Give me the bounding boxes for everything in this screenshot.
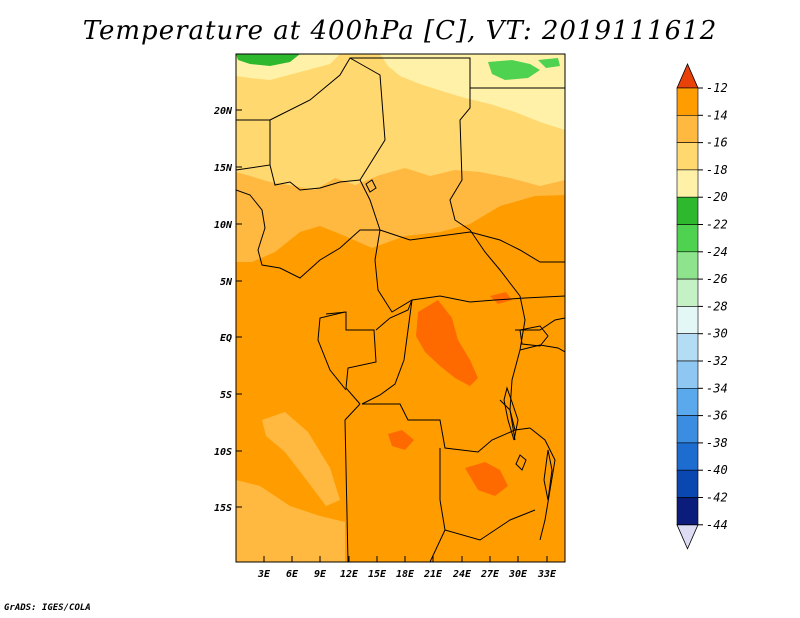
colorbar-label: -40 bbox=[706, 463, 728, 477]
colorbar-label: -30 bbox=[706, 327, 728, 341]
lake-outlines bbox=[365, 179, 553, 501]
colorbar-box bbox=[676, 333, 699, 362]
colorbar-label: -20 bbox=[706, 190, 728, 204]
lon-label: 33E bbox=[537, 569, 557, 580]
colorbar-box bbox=[676, 469, 699, 498]
colorbar-label: -26 bbox=[706, 272, 728, 286]
lake-malawi bbox=[543, 449, 553, 501]
colorbar-box bbox=[676, 196, 699, 225]
country-boundaries bbox=[236, 57, 565, 562]
colorbar: -12 -14 -16 -18 -20 -22 -24 -26 -28 -30 -32 -34 -36 -… bbox=[676, 63, 728, 550]
axis-ticks bbox=[236, 109, 548, 562]
colorbar-label: -16 bbox=[706, 136, 728, 150]
grads-credit: GrADS: IGES/COLA bbox=[4, 603, 91, 613]
lake-tanganyika bbox=[503, 386, 519, 441]
colorbar-box bbox=[676, 387, 699, 416]
field-band-22 bbox=[236, 54, 300, 66]
latitude-labels: 20N 15N 10N 5N EQ 5S 10S 15S bbox=[213, 106, 233, 514]
lon-label: 24E bbox=[452, 569, 472, 580]
colorbar-label: -38 bbox=[706, 436, 728, 450]
lat-label: 5S bbox=[220, 390, 232, 401]
lake-victoria bbox=[519, 325, 549, 347]
colorbar-label: -14 bbox=[706, 108, 728, 122]
lon-label: 3E bbox=[257, 569, 271, 580]
lon-label: 18E bbox=[396, 569, 415, 580]
field-band-12-angola bbox=[388, 430, 414, 450]
colorbar-box bbox=[676, 442, 699, 471]
longitude-labels: 3E 6E 9E 12E 15E 18E 21E 24E 27E 30E 33E bbox=[257, 569, 557, 580]
lon-label: 30E bbox=[508, 569, 528, 580]
colorbar-box bbox=[676, 251, 699, 280]
lon-label: 27E bbox=[480, 569, 500, 580]
lake-small bbox=[515, 454, 527, 471]
colorbar-box bbox=[676, 278, 699, 307]
lon-label: 9E bbox=[314, 569, 327, 580]
colorbar-label: -28 bbox=[706, 299, 728, 313]
colorbar-box bbox=[676, 87, 699, 116]
lon-label: 6E bbox=[286, 569, 299, 580]
temperature-field bbox=[236, 54, 565, 562]
field-band-22c bbox=[538, 58, 560, 68]
field-band-16-south bbox=[262, 412, 340, 506]
colorbar-label: -34 bbox=[706, 381, 728, 395]
field-band-16-west bbox=[236, 480, 345, 562]
colorbar-box bbox=[676, 169, 699, 198]
colorbar-label: -32 bbox=[706, 354, 728, 368]
colorbar-label: -18 bbox=[706, 163, 728, 177]
field-band-12-small bbox=[490, 292, 512, 304]
lat-label: 20N bbox=[213, 106, 233, 117]
colorbar-box bbox=[676, 224, 699, 253]
lat-label: 15N bbox=[214, 163, 233, 174]
field-band-12-east bbox=[465, 462, 508, 496]
lat-label: 15S bbox=[214, 503, 232, 514]
colorbar-box bbox=[676, 115, 699, 143]
colorbar-box bbox=[676, 497, 699, 526]
colorbar-top-cap bbox=[676, 63, 699, 89]
lat-label: EQ bbox=[220, 333, 232, 344]
lat-label: 5N bbox=[220, 277, 233, 288]
colorbar-label: -36 bbox=[706, 409, 728, 423]
colorbar-label: -44 bbox=[706, 518, 728, 532]
field-band-12-congo bbox=[416, 300, 478, 386]
chart-title: Temperature at 400hPa [C], VT: 201911161… bbox=[82, 16, 718, 46]
colorbar-box bbox=[676, 360, 699, 389]
colorbar-label: -22 bbox=[706, 218, 728, 232]
colorbar-box bbox=[676, 306, 699, 334]
lon-label: 15E bbox=[368, 569, 387, 580]
map-frame bbox=[235, 53, 566, 563]
colorbar-label: -42 bbox=[706, 491, 728, 505]
field-band-22b bbox=[488, 60, 540, 80]
colorbar-box bbox=[676, 415, 699, 444]
lon-label: 21E bbox=[423, 569, 443, 580]
colorbar-bottom-cap bbox=[676, 524, 699, 550]
lat-label: 10N bbox=[214, 220, 233, 231]
colorbar-box bbox=[676, 142, 699, 171]
colorbar-label: -12 bbox=[706, 81, 728, 95]
colorbar-label: -24 bbox=[706, 245, 728, 259]
lon-label: 12E bbox=[340, 569, 359, 580]
lake-chad bbox=[365, 179, 377, 193]
lat-label: 10S bbox=[214, 447, 232, 458]
